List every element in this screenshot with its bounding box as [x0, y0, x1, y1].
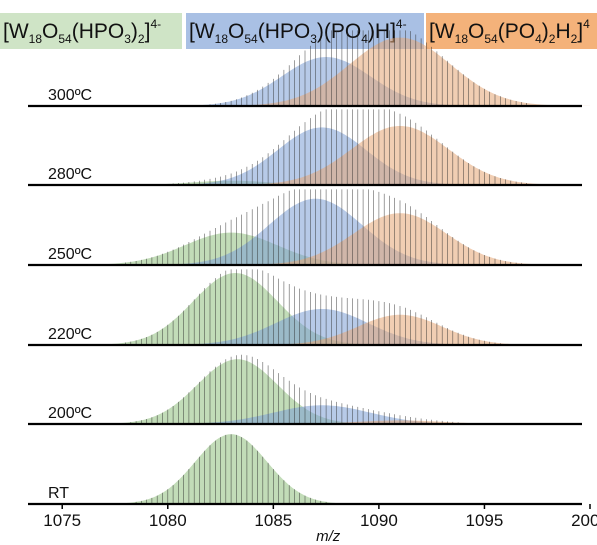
legend-sub: 54 [244, 31, 258, 46]
legend-text: )(PO [316, 19, 362, 43]
legend-entry-po4-2-h2: [W18O54(PO4)2H2]4 [426, 13, 597, 49]
legend-text: (PO [497, 19, 536, 43]
legend-text: ] [577, 19, 584, 43]
legend-text: [W [429, 19, 455, 43]
trace-label: 250ºC [48, 246, 92, 263]
legend-text: [W [3, 19, 29, 43]
legend: [W18O54(HPO3)2]4- [W18O54(HPO3)(PO4)H]4-… [0, 0, 597, 50]
legend-text: (HPO [257, 19, 311, 43]
legend-sub: 2 [548, 31, 556, 46]
legend-text: O [468, 19, 485, 43]
legend-sub: 3 [310, 31, 317, 46]
legend-text: H [555, 19, 571, 43]
legend-sub: 3 [124, 31, 131, 46]
legend-sub: 4 [361, 31, 368, 46]
legend-sub: 54 [484, 31, 498, 46]
legend-formula: [W18O54(HPO3)2]4- [3, 17, 161, 46]
legend-formula: [W18O54(PO4)2H2]4 [429, 17, 590, 46]
legend-charge: 4- [150, 16, 162, 31]
legend-entry-hpo3-2: [W18O54(HPO3)2]4- [0, 13, 182, 49]
x-tick-label: 1090 [360, 511, 398, 530]
legend-sub: 4 [535, 31, 542, 46]
legend-text: ) [541, 19, 549, 43]
legend-sub: 54 [58, 31, 72, 46]
legend-sub: 2 [137, 31, 145, 46]
trace-label: 220ºC [48, 326, 92, 343]
legend-text: O [42, 19, 59, 43]
trace-label: 280ºC [48, 166, 92, 183]
trace-label: RT [48, 485, 69, 502]
trace-label: 300ºC [48, 87, 92, 104]
legend-text: (HPO [71, 19, 125, 43]
legend-sub: 18 [28, 31, 43, 46]
legend-sub: 18 [454, 31, 469, 46]
x-tick-label: 2000 [571, 511, 597, 530]
legend-text: ) [130, 19, 138, 43]
x-tick-label: 1085 [254, 511, 292, 530]
x-tick-label: 1095 [466, 511, 504, 530]
legend-charge: 4 [583, 16, 590, 31]
envelope-green [20, 434, 590, 504]
legend-sub: 18 [214, 31, 229, 46]
legend-text: ] [144, 19, 151, 43]
legend-text: )H] [367, 19, 396, 43]
legend-charge: 4- [395, 16, 407, 31]
x-tick-label: 1075 [43, 511, 81, 530]
legend-text: [W [189, 19, 215, 43]
legend-sub: 2 [570, 31, 578, 46]
legend-text: O [228, 19, 245, 43]
legend-formula: [W18O54(HPO3)(PO4)H]4- [189, 17, 407, 46]
trace-label: 200ºC [48, 405, 92, 422]
x-tick-label: 1080 [149, 511, 187, 530]
x-axis-title: m/z [316, 528, 341, 545]
